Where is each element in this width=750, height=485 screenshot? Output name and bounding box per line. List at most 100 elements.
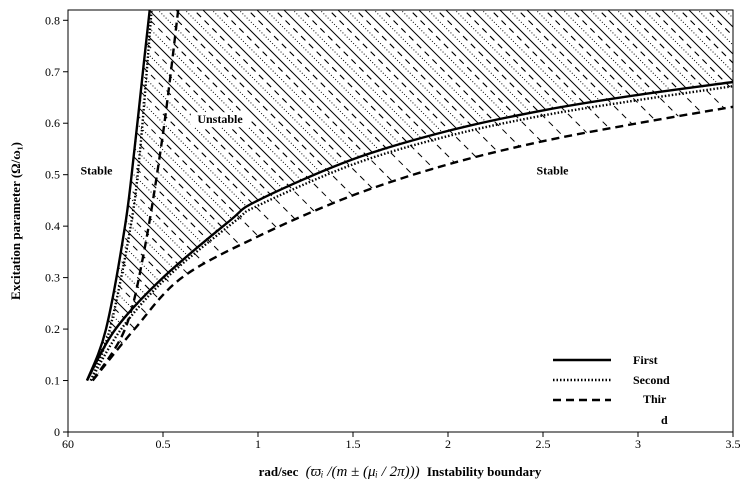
hatch-line <box>512 10 733 381</box>
hatch-line <box>87 10 180 381</box>
hatch-line <box>87 10 162 381</box>
hatch-line <box>92 10 414 381</box>
x-tick-label: 3.5 <box>726 437 741 451</box>
legend-label: First <box>633 353 658 367</box>
legend-label: Second <box>633 373 670 387</box>
hatch-line <box>395 10 733 381</box>
hatch-line <box>323 10 733 381</box>
hatch-line <box>143 10 585 381</box>
region-label: Unstable <box>190 112 250 128</box>
hatch-line <box>251 10 693 381</box>
hatch-line <box>539 10 733 381</box>
hatch-line <box>350 10 733 381</box>
x-axis-label-suffix: Instability boundary <box>427 464 542 479</box>
x-tick-label: 1.5 <box>346 437 361 451</box>
x-tick-label: 2.5 <box>536 437 551 451</box>
hatch-line <box>296 10 733 381</box>
legend-item: Second <box>553 373 670 387</box>
plot-frame <box>67 9 734 433</box>
hatch-line <box>422 10 733 381</box>
legend-label-continuation: d <box>661 413 668 427</box>
hatch-line <box>314 10 733 381</box>
region-labels: Stable Unstable Stable <box>74 112 575 179</box>
hatch-line <box>593 10 733 381</box>
hatch-line <box>87 10 486 381</box>
hatch-line <box>87 10 243 381</box>
series-3-left-branch-line <box>91 10 180 382</box>
y-tick-label: 0.7 <box>45 65 60 79</box>
y-tick-label: 0.6 <box>45 116 60 130</box>
region-label-text: Stable <box>536 164 569 178</box>
region-label: Stable <box>74 163 119 179</box>
legend: First Second Thir d <box>553 353 670 427</box>
hatch-line <box>92 10 495 381</box>
hatch-line <box>87 10 432 381</box>
legend-label: Thir <box>643 392 667 406</box>
x-axis-ticks: 60 0.5 1 1.5 2 2.5 3 3.5 <box>62 432 741 451</box>
legend-item: First <box>553 353 658 367</box>
hatch-line <box>692 10 733 381</box>
series-2-right-branch-line <box>89 85 733 382</box>
hatch-line <box>548 10 733 381</box>
hatch-line <box>503 10 733 381</box>
hatch-line <box>87 10 414 381</box>
boundary-curves <box>85 10 733 382</box>
series-1-left-branch-line <box>85 10 151 381</box>
x-tick-label: 1 <box>255 437 261 451</box>
hatch-line <box>458 10 733 381</box>
hatch-line <box>161 10 603 381</box>
x-axis-label: rad/sec (ϖᵢ /(m ± (μᵢ / 2π))) Instabilit… <box>259 464 542 480</box>
y-tick-label: 0.1 <box>45 374 60 388</box>
hatch-line <box>92 10 441 381</box>
hatch-line <box>125 10 567 381</box>
x-tick-label: 3 <box>635 437 641 451</box>
hatch-line <box>92 10 225 381</box>
hatch-line <box>494 10 733 381</box>
hatch-line <box>188 10 630 381</box>
series-3-right-branch-line <box>91 105 733 382</box>
series-1-right-branch-line <box>85 80 733 382</box>
hatch-line <box>87 10 459 381</box>
hatch-line <box>350 10 733 381</box>
hatch-line <box>647 10 733 381</box>
hatch-line <box>107 10 549 381</box>
hatch-line <box>305 10 733 381</box>
y-tick-label: 0 <box>54 425 60 439</box>
hatch-line <box>656 10 733 381</box>
y-tick-label: 0.2 <box>45 322 60 336</box>
y-tick-label: 0.5 <box>45 168 60 182</box>
series-2-left-branch-line <box>89 10 153 381</box>
hatch-line <box>458 10 733 381</box>
x-axis-label-formula: (ϖᵢ /(m ± (μᵢ / 2π))) <box>306 464 420 480</box>
hatch-line <box>323 10 733 381</box>
legend-item: Thir d <box>553 392 668 427</box>
y-axis-ticks: 0 0.1 0.2 0.3 0.4 0.5 0.6 0.7 0.8 <box>45 13 68 439</box>
hatch-line <box>87 10 477 381</box>
y-tick-label: 0.4 <box>45 219 60 233</box>
x-tick-label: 60 <box>62 437 74 451</box>
hatch-line <box>593 10 733 381</box>
hatch-line <box>629 10 733 381</box>
y-tick-label: 0.3 <box>45 271 60 285</box>
hatch-line <box>242 10 684 381</box>
region-label-text: Stable <box>80 164 113 178</box>
region-label-text: Unstable <box>197 112 243 126</box>
hatch-line <box>92 10 198 381</box>
region-label: Stable <box>530 163 575 179</box>
hatch-line <box>620 10 733 381</box>
x-tick-label: 0.5 <box>156 437 171 451</box>
x-tick-label: 2 <box>445 437 451 451</box>
svg-text:rad/sec (ϖᵢ /(m ± (μᵢ /: rad/sec (ϖᵢ /(m ± (μᵢ / 2π))) Instabilit… <box>259 464 542 480</box>
hatch-line <box>87 10 171 381</box>
hatch-line <box>521 10 733 381</box>
hatch-line <box>683 10 733 381</box>
hatch-line <box>575 10 733 381</box>
hatch-line <box>359 10 733 381</box>
hatch-line <box>87 10 513 381</box>
hatch-line <box>0 5 8 445</box>
hatch-line <box>701 10 733 381</box>
hatch-line <box>674 10 733 381</box>
y-axis-label: Excitation parameter (Ω/ω₁) <box>8 142 23 300</box>
hatch-line <box>674 10 733 381</box>
